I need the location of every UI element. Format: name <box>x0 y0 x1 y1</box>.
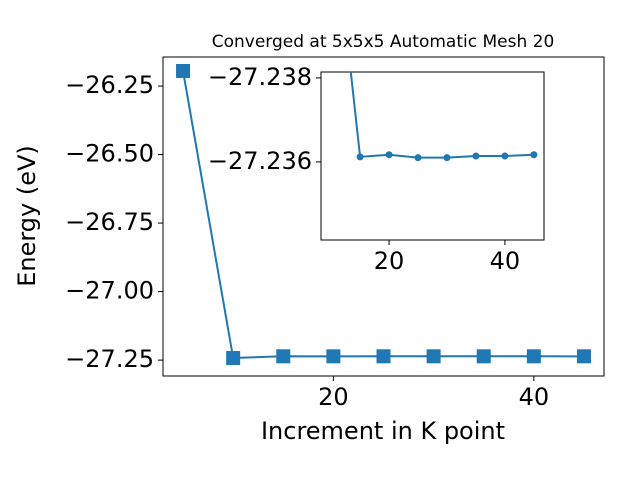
y-tick-label: −27.00 <box>65 277 154 305</box>
chart-title: Converged at 5x5x5 Automatic Mesh 20 <box>212 32 555 52</box>
marker <box>356 153 364 161</box>
marker <box>472 152 480 160</box>
x-tick-label: 20 <box>374 247 405 275</box>
marker <box>414 154 422 162</box>
marker <box>476 349 491 364</box>
line <box>349 72 534 159</box>
x-tick-label: 40 <box>519 383 550 411</box>
y-tick-label: −26.25 <box>65 71 154 99</box>
y-tick-label: −27.238 <box>208 63 312 91</box>
x-axis-label: Increment in K point <box>261 417 505 445</box>
marker <box>576 349 591 364</box>
marker <box>426 349 441 364</box>
y-tick-label: −27.25 <box>65 345 154 373</box>
marker <box>385 151 393 159</box>
plot-content <box>176 63 591 366</box>
marker <box>526 349 541 364</box>
marker <box>376 349 391 364</box>
x-tick-label: 40 <box>490 247 521 275</box>
marker <box>326 349 341 364</box>
plot-content <box>349 72 538 162</box>
y-tick-label: −27.236 <box>208 147 312 175</box>
x-tick-label: 20 <box>318 383 349 411</box>
marker <box>176 63 191 78</box>
marker <box>530 151 538 159</box>
y-tick-label: −26.50 <box>65 140 154 168</box>
y-tick-label: −26.75 <box>65 208 154 236</box>
marker <box>443 154 451 162</box>
y-axis-label: Energy (eV) <box>13 145 41 287</box>
marker <box>226 351 241 366</box>
marker <box>501 152 509 160</box>
marker <box>276 349 291 364</box>
